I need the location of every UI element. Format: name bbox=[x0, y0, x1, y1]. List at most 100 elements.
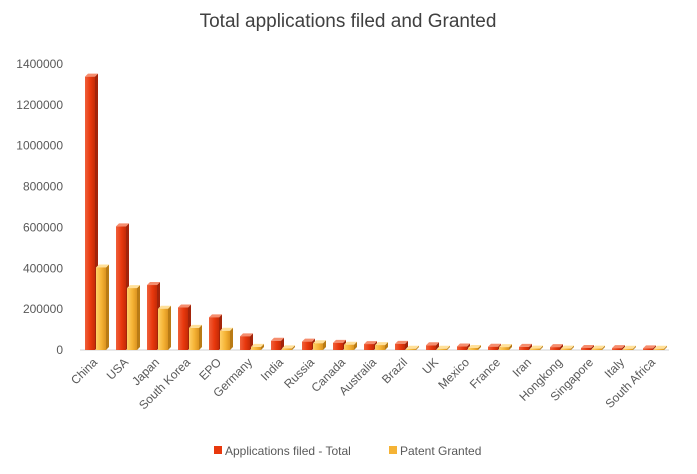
bar-patent-granted bbox=[499, 344, 512, 350]
bar-front-face bbox=[344, 344, 354, 350]
bar-front-face bbox=[333, 342, 343, 350]
bar-side-face bbox=[467, 343, 470, 350]
bar-top-face bbox=[550, 344, 563, 348]
x-tick-label: Iran bbox=[510, 355, 535, 380]
bar-patent-granted bbox=[375, 342, 388, 350]
bar-front-face bbox=[654, 348, 664, 350]
bar-top-face bbox=[437, 345, 450, 349]
bar-applications-filed bbox=[612, 345, 625, 350]
bar-side-face bbox=[633, 345, 636, 350]
bar-top-face bbox=[406, 345, 419, 349]
bar-top-face bbox=[127, 285, 140, 289]
bar-front-face bbox=[220, 330, 230, 350]
bar-front-face bbox=[623, 348, 633, 350]
bar-top-face bbox=[426, 342, 439, 346]
legend-label: Applications filed - Total bbox=[225, 444, 351, 458]
bar-top-face bbox=[189, 324, 202, 328]
legend-item: Patent Granted bbox=[389, 444, 481, 458]
bar-patent-granted bbox=[437, 345, 450, 350]
x-tick-label: UK bbox=[419, 355, 441, 377]
bar-patent-granted bbox=[96, 264, 109, 350]
bar-front-face bbox=[530, 348, 540, 350]
bar-side-face bbox=[591, 344, 594, 350]
bar-top-face bbox=[468, 344, 481, 348]
bar-top-face bbox=[643, 345, 656, 349]
bar-top-face bbox=[395, 340, 408, 344]
bar-side-face bbox=[354, 341, 357, 350]
bar-front-face bbox=[85, 76, 95, 350]
bar-side-face bbox=[540, 345, 543, 350]
bar-top-face bbox=[519, 343, 532, 347]
bar-side-face bbox=[478, 344, 481, 350]
x-tick-label: Italy bbox=[602, 355, 627, 380]
y-axis: 0 200000 400000 600000 800000 1000000 1200000 1… bbox=[16, 57, 669, 357]
bar-side-face bbox=[447, 345, 450, 350]
bar-front-face bbox=[612, 348, 622, 350]
bar-patent-granted bbox=[189, 324, 202, 350]
bar-front-face bbox=[643, 348, 653, 350]
bar-side-face bbox=[230, 327, 233, 350]
bar-patent-granted bbox=[251, 343, 264, 350]
bar-top-face bbox=[302, 338, 315, 342]
x-tick-label: France bbox=[467, 355, 504, 392]
bar-side-face bbox=[292, 345, 295, 350]
legend-swatch bbox=[389, 446, 397, 454]
bar-front-face bbox=[364, 344, 374, 350]
bar-front-face bbox=[178, 307, 188, 350]
bar-applications-filed bbox=[271, 337, 284, 350]
bar-patent-granted bbox=[561, 345, 574, 350]
bar-front-face bbox=[251, 346, 261, 350]
bar-top-face bbox=[375, 342, 388, 346]
bar-top-face bbox=[488, 343, 501, 347]
bar-front-face bbox=[468, 347, 478, 350]
bar-patent-granted bbox=[530, 345, 543, 350]
bar-front-face bbox=[581, 347, 591, 350]
bar-top-face bbox=[592, 345, 605, 349]
y-tick-label: 1000000 bbox=[16, 139, 63, 153]
bar-side-face bbox=[509, 344, 512, 350]
bar-front-face bbox=[313, 343, 323, 350]
y-tick-label: 1400000 bbox=[16, 57, 63, 71]
bar-front-face bbox=[488, 346, 498, 350]
bar-patent-granted bbox=[127, 285, 140, 350]
bar-top-face bbox=[85, 73, 98, 77]
bar-front-face bbox=[561, 348, 571, 350]
bar-top-face bbox=[561, 345, 574, 349]
bar-side-face bbox=[571, 345, 574, 350]
bar-top-face bbox=[344, 341, 357, 345]
bar-front-face bbox=[209, 317, 219, 350]
bar-applications-filed bbox=[643, 345, 656, 350]
bar-top-face bbox=[612, 345, 625, 349]
chart-title: Total applications filed and Granted bbox=[200, 11, 497, 32]
bar-applications-filed bbox=[426, 342, 439, 350]
bar-front-face bbox=[457, 346, 467, 350]
bar-applications-filed bbox=[395, 340, 408, 350]
bar-patent-granted bbox=[282, 345, 295, 350]
bar-top-face bbox=[240, 333, 253, 337]
bar-front-face bbox=[302, 341, 312, 350]
bar-side-face bbox=[416, 345, 419, 350]
bar-top-face bbox=[158, 305, 171, 309]
bar-patent-granted bbox=[592, 345, 605, 350]
bar-front-face bbox=[127, 288, 137, 350]
legend-label: Patent Granted bbox=[400, 444, 481, 458]
x-tick-label: EPO bbox=[196, 355, 224, 383]
bar-front-face bbox=[592, 348, 602, 350]
bar-side-face bbox=[106, 264, 109, 350]
bar-side-face bbox=[323, 340, 326, 350]
bar-patent-granted bbox=[313, 340, 326, 350]
bar-applications-filed bbox=[519, 343, 532, 350]
bar-top-face bbox=[251, 343, 264, 347]
y-tick-label: 0 bbox=[56, 343, 63, 357]
legend-swatch bbox=[214, 446, 222, 454]
bar-patent-granted bbox=[344, 341, 357, 350]
bar-side-face bbox=[436, 342, 439, 350]
bar-side-face bbox=[261, 343, 264, 350]
bar-front-face bbox=[147, 285, 157, 350]
bar-patent-granted bbox=[623, 345, 636, 350]
bar-front-face bbox=[282, 348, 292, 350]
bar-front-face bbox=[271, 340, 281, 350]
bar-side-face bbox=[137, 285, 140, 350]
